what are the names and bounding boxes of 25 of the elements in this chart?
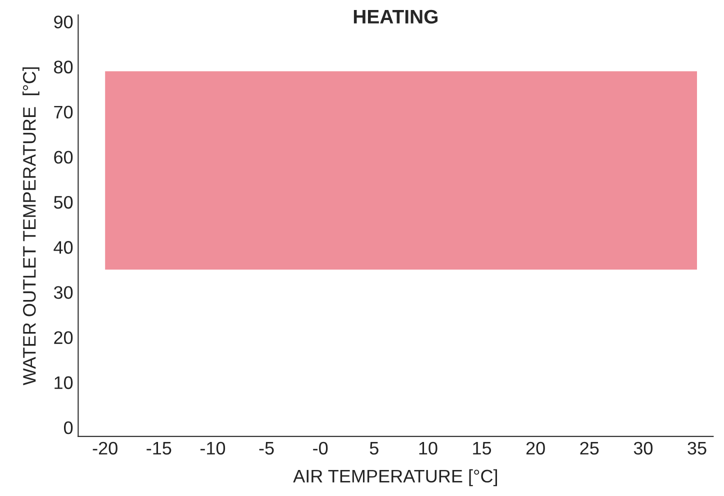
x-tick-label: -15 <box>146 442 172 455</box>
y-tick-label: 80 <box>54 60 73 74</box>
x-tick-label: 15 <box>473 442 492 455</box>
x-tick-label: 10 <box>419 442 438 455</box>
chart-title: HEATING <box>354 10 438 24</box>
x-tick-label: -20 <box>92 442 118 455</box>
x-tick-label: 5 <box>370 442 378 455</box>
x-axis-title: AIR TEMPERATURE [°C] <box>293 469 497 486</box>
y-tick-label: 90 <box>54 16 73 28</box>
y-tick-label: 0 <box>64 421 73 434</box>
y-axis-title: WATER OUTLET TEMPERATURE [°C] <box>22 67 40 386</box>
x-tick-label: -10 <box>200 442 226 455</box>
x-tick-label: 30 <box>634 442 653 455</box>
y-tick-label: 50 <box>54 196 73 209</box>
x-tick-label: -5 <box>259 442 274 455</box>
y-tick-label: 30 <box>54 286 73 299</box>
x-tick-label: 25 <box>580 442 599 455</box>
x-tick-label: -0 <box>313 442 328 455</box>
y-tick-label: 10 <box>54 376 73 390</box>
x-tick-label: 35 <box>688 442 706 455</box>
y-tick-label: 20 <box>54 331 73 344</box>
y-tick-label: 70 <box>54 106 73 119</box>
y-tick-label: 60 <box>54 150 73 164</box>
y-tick-label: 40 <box>54 241 73 254</box>
x-tick-label: 20 <box>526 442 545 455</box>
